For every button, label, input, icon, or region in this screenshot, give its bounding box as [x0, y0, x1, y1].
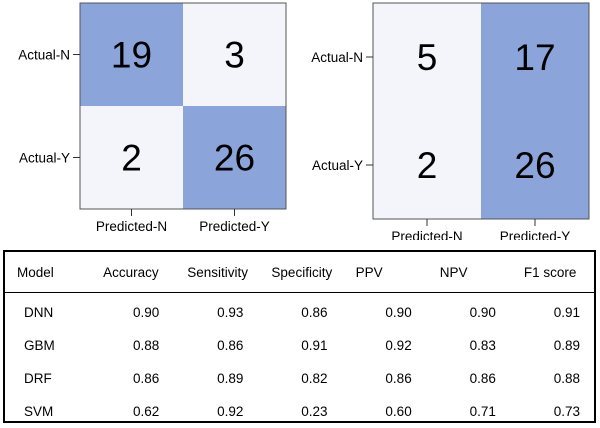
- confusion-matrix-svg: 19 3 2 26 Actual-N Actual-Y Predicted-N Predict…: [0, 0, 300, 240]
- column-label: Predicted-Y: [500, 229, 571, 240]
- metric-value-cell: 0.86: [173, 329, 257, 362]
- metric-value-cell: 0.86: [426, 362, 510, 395]
- metric-value-cell: 0.86: [342, 362, 426, 395]
- column-header: Specificity: [257, 252, 341, 293]
- metric-value-cell: 0.91: [510, 293, 594, 330]
- row-label: Actual-Y: [19, 151, 70, 166]
- cell-value: 19: [111, 35, 152, 76]
- metric-value-cell: 0.73: [510, 395, 594, 428]
- column-header: F1 score: [510, 252, 594, 293]
- column-header: NPV: [426, 252, 510, 293]
- metric-value-cell: 0.92: [173, 395, 257, 428]
- metric-value-cell: 0.89: [510, 329, 594, 362]
- metric-value-cell: 0.92: [342, 329, 426, 362]
- metric-value-cell: 0.90: [342, 293, 426, 330]
- column-header: Sensitivity: [173, 252, 257, 293]
- metric-value-cell: 0.62: [89, 395, 173, 428]
- metric-value-cell: 0.82: [257, 362, 341, 395]
- model-name-cell: DRF: [5, 362, 89, 395]
- metric-value-cell: 0.90: [89, 293, 173, 330]
- metric-value-cell: 0.71: [426, 395, 510, 428]
- column-label: Predicted-N: [391, 229, 462, 240]
- column-label: Predicted-Y: [199, 219, 270, 234]
- cell-value: 2: [417, 145, 438, 186]
- model-name-cell: GBM: [5, 329, 89, 362]
- cell-value: 5: [417, 37, 438, 78]
- metric-value-cell: 0.23: [257, 395, 341, 428]
- metric-value-cell: 0.93: [173, 293, 257, 330]
- cell-value: 3: [224, 35, 245, 76]
- row-label: Actual-Y: [312, 158, 363, 173]
- row-label: Actual-N: [311, 50, 363, 65]
- column-header: Accuracy: [89, 252, 173, 293]
- metric-value-cell: 0.89: [173, 362, 257, 395]
- column-header: PPV: [342, 252, 426, 293]
- metric-value-cell: 0.86: [257, 293, 341, 330]
- model-name-cell: DNN: [5, 293, 89, 330]
- cell-value: 2: [121, 138, 142, 179]
- metric-value-cell: 0.90: [426, 293, 510, 330]
- column-label: Predicted-N: [96, 219, 167, 234]
- model-name-cell: SVM: [5, 395, 89, 428]
- cell-value: 26: [214, 138, 255, 179]
- metric-value-cell: 0.91: [257, 329, 341, 362]
- row-label: Actual-N: [18, 48, 70, 63]
- cell-value: 26: [514, 145, 555, 186]
- confusion-matrix-left: 19 3 2 26 Actual-N Actual-Y Predicted-N Predict…: [0, 0, 300, 240]
- metric-value-cell: 0.86: [89, 362, 173, 395]
- confusion-matrix-svg: 5 17 2 26 Actual-N Actual-Y Predicted-N Predict…: [300, 0, 600, 240]
- metric-value-cell: 0.88: [510, 362, 594, 395]
- column-header: Model: [5, 252, 89, 293]
- metric-value-cell: 0.83: [426, 329, 510, 362]
- metric-value-cell: 0.60: [342, 395, 426, 428]
- confusion-matrix-right: 5 17 2 26 Actual-N Actual-Y Predicted-N Predict…: [300, 0, 600, 240]
- cell-value: 17: [514, 37, 555, 78]
- metric-value-cell: 0.88: [89, 329, 173, 362]
